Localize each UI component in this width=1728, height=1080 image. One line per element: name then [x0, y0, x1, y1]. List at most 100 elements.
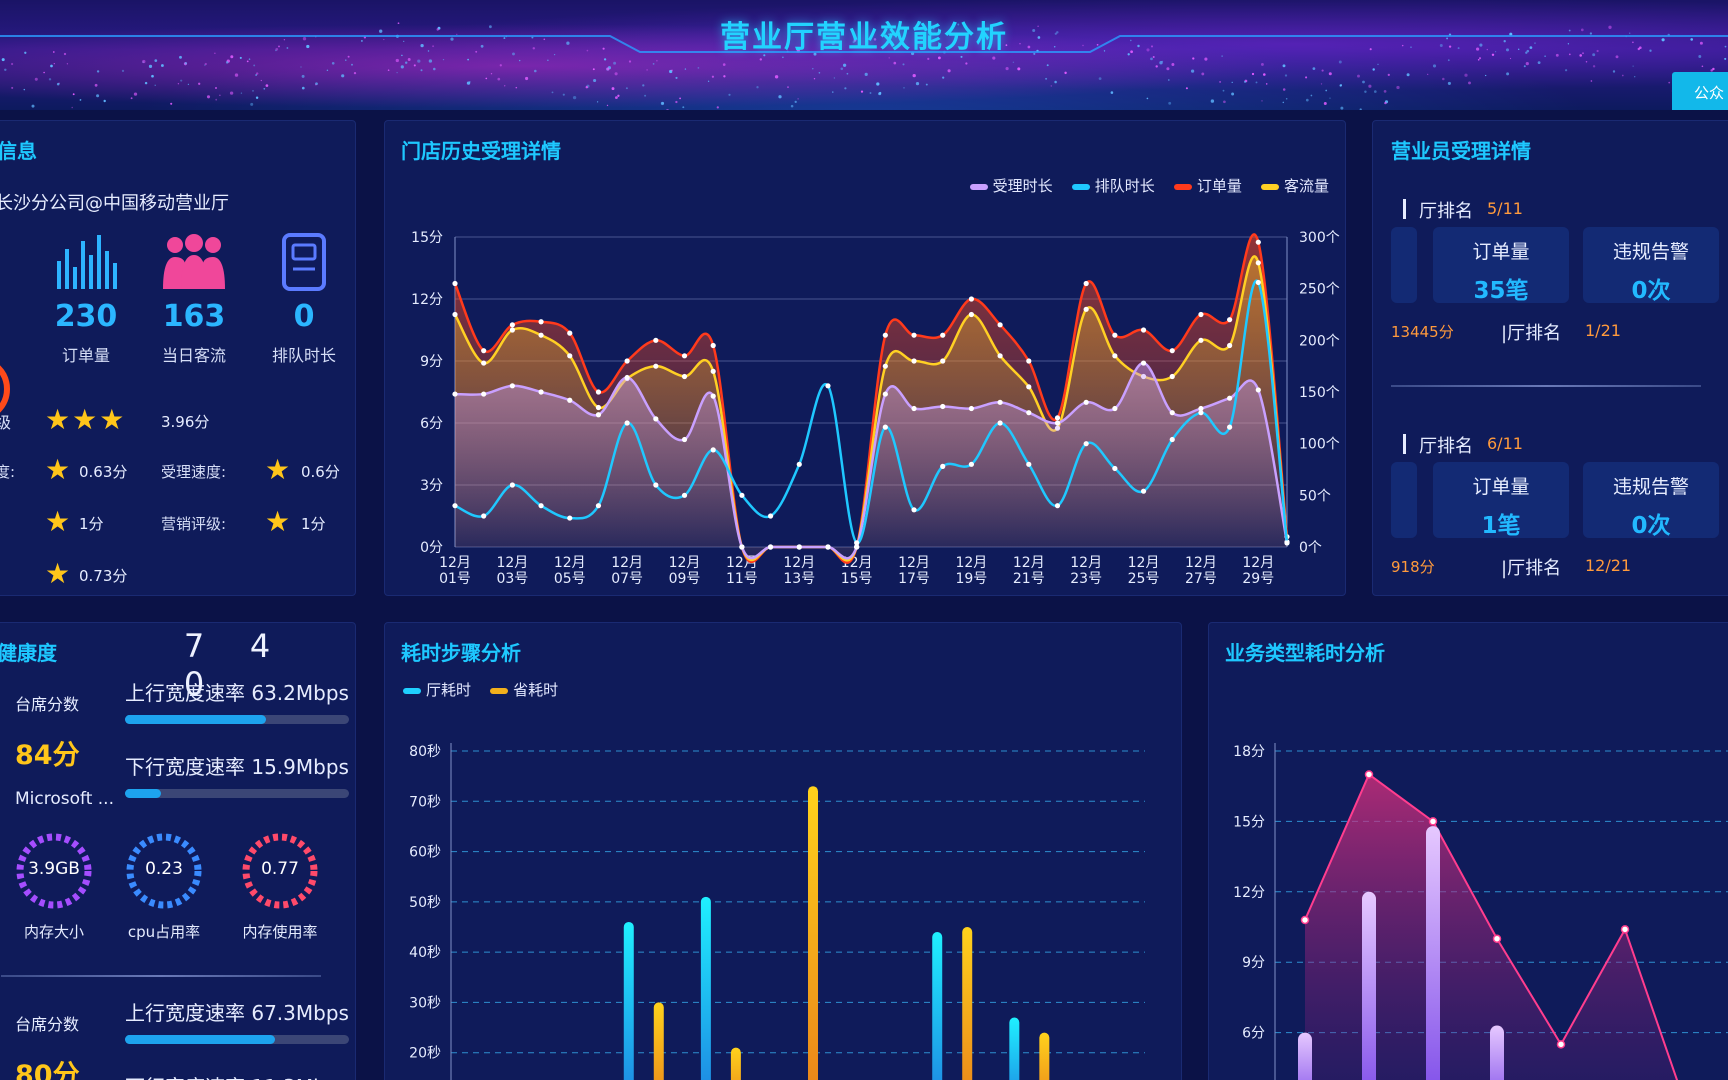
header-particle: [1305, 98, 1309, 102]
y-tick-label: 0分: [420, 540, 443, 556]
header-particle: [142, 59, 146, 64]
legend-item[interactable]: 省耗时: [490, 679, 558, 700]
star-icon: ★: [45, 403, 73, 436]
header-particle: [1005, 44, 1008, 47]
header-particle: [442, 58, 445, 61]
header-particle: [606, 67, 610, 71]
header-particle: [666, 109, 669, 110]
x-tick-label: 03号: [496, 571, 528, 587]
header-particle: [1221, 55, 1223, 57]
header-particle: [1448, 45, 1452, 48]
order-value: 1笔: [1481, 513, 1521, 539]
header-particle: [387, 69, 390, 72]
header-particle: [903, 87, 905, 89]
header-particle: [433, 67, 436, 71]
data-point: [595, 389, 602, 395]
x-tick-label: 12月: [554, 555, 586, 571]
header-particle: [142, 61, 145, 64]
header-particle: [300, 66, 302, 68]
header-particle: [345, 59, 347, 61]
header-particle: [1468, 81, 1471, 85]
store-info-title: 信息: [0, 139, 37, 163]
legend-item[interactable]: 订单量: [1173, 175, 1242, 196]
header-particle: [860, 90, 864, 93]
data-point: [1364, 770, 1374, 779]
header-particle: [925, 83, 928, 86]
header-particle: [1338, 60, 1342, 64]
header-particle-decoration: [1, 22, 1727, 110]
legend-item[interactable]: 客流量: [1260, 175, 1329, 196]
downlink-label: 下行宽度速率 15.9Mbps: [125, 755, 349, 779]
legend-item[interactable]: 厅耗时: [403, 679, 471, 700]
downlink-bar: [125, 789, 349, 798]
steps-panel: 耗时步骤分析 厅耗时 省耗时 20秒 30秒 40秒 50秒 60秒 70秒 80秒: [384, 622, 1182, 1080]
public-button[interactable]: 公众: [1672, 72, 1728, 110]
bar: [653, 1002, 664, 1080]
rating-row2-prefix: 度:: [0, 463, 16, 481]
bar: [932, 932, 943, 1080]
data-point: [681, 353, 688, 359]
legend-label: 省耗时: [513, 681, 559, 699]
header-particle: [1320, 83, 1323, 85]
prev-box: [1391, 462, 1417, 538]
header-particle: [407, 58, 411, 61]
data-point: [1227, 317, 1233, 323]
header-particle: [170, 102, 173, 105]
header-particle: [697, 67, 700, 69]
data-point: [481, 513, 487, 519]
header-particle: [844, 87, 847, 90]
header-particle: [225, 61, 229, 64]
legend-item[interactable]: 排队时长: [1071, 175, 1155, 196]
rating-row3-left: 1分: [79, 515, 104, 533]
header-particle: [503, 85, 506, 87]
header-particle: [774, 75, 779, 79]
rank2-value: 1/21: [1585, 321, 1621, 340]
header-particle: [1523, 65, 1526, 68]
data-point: [653, 337, 659, 343]
header-particle: [1325, 89, 1328, 92]
header-particle: [1054, 32, 1057, 35]
header-particle: [759, 58, 763, 61]
header-particle: [246, 60, 249, 63]
x-tick-label: 07号: [611, 571, 643, 587]
header-particle: [23, 88, 26, 91]
header-particle: [214, 52, 216, 54]
header-particle: [603, 58, 607, 61]
bar: [808, 786, 818, 1080]
legend-label: 厅耗时: [426, 681, 472, 699]
legend-item[interactable]: 受理时长: [969, 175, 1053, 196]
memory-size-gauge: [16, 833, 92, 909]
data-point: [1556, 1040, 1566, 1049]
data-point: [681, 436, 688, 443]
header-particle: [229, 91, 234, 95]
half-star-icon: ★: [45, 557, 71, 590]
header-particle: [1255, 81, 1258, 84]
header-particle: [53, 63, 55, 65]
header-particle: [1509, 32, 1513, 36]
header-particle: [716, 106, 719, 109]
gauge: 3.9GB 内存大小: [9, 829, 99, 942]
y2-tick-label: 150个: [1299, 385, 1340, 401]
gauge-label: 内存大小: [23, 923, 84, 941]
header-particle: [206, 95, 211, 99]
data-point: [1112, 332, 1118, 338]
store-name: 长沙分公司@中国移动营业厅: [0, 193, 229, 214]
header-particle: [1615, 55, 1619, 59]
header-particle: [503, 37, 506, 40]
header-particle: [1401, 44, 1404, 47]
star-icon: ★: [265, 505, 291, 538]
header-particle: [553, 53, 556, 56]
biz-panel: 业务类型耗时分析 6分 9分 12分 15分 18分: [1208, 622, 1728, 1080]
rating-row2-right: 0.6分: [301, 463, 340, 481]
header-particle: [413, 64, 416, 67]
header-particle: [707, 80, 710, 82]
header-particle: [602, 47, 605, 50]
data-point: [1227, 395, 1233, 401]
data-point: [710, 368, 716, 374]
gauge: 0.77 内存使用率: [235, 829, 325, 942]
header-particle: [240, 92, 243, 94]
data-point: [997, 420, 1003, 426]
header-particle: [813, 52, 817, 56]
stat-traffic: 163 当日客流: [149, 231, 239, 366]
steps-chart: 20秒 30秒 40秒 50秒 60秒 70秒 80秒: [409, 743, 1145, 1080]
